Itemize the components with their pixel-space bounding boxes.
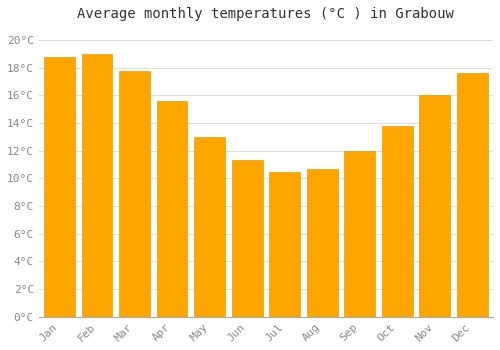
- Bar: [82, 54, 112, 317]
- Bar: [307, 169, 338, 317]
- Bar: [232, 160, 262, 317]
- Bar: [420, 96, 450, 317]
- Bar: [382, 126, 412, 317]
- Bar: [156, 101, 188, 317]
- Bar: [344, 151, 375, 317]
- Bar: [194, 137, 225, 317]
- Title: Average monthly temperatures (°C ) in Grabouw: Average monthly temperatures (°C ) in Gr…: [78, 7, 454, 21]
- Bar: [270, 172, 300, 317]
- Bar: [44, 57, 75, 317]
- Bar: [119, 71, 150, 317]
- Bar: [457, 73, 488, 317]
